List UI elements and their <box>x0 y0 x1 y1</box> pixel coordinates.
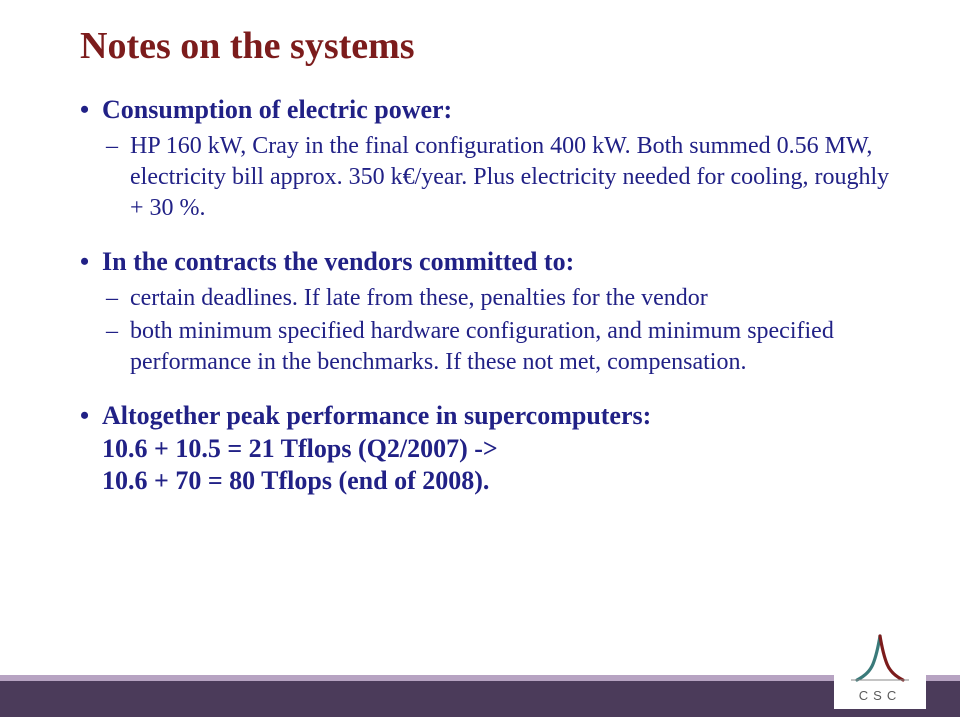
bullet-item: Consumption of electric power: HP 160 kW… <box>80 94 900 224</box>
logo-text: CSC <box>859 688 901 703</box>
sub-text: both minimum specified hardware configur… <box>130 318 834 375</box>
sub-text: HP 160 kW, Cray in the final configurati… <box>130 133 889 221</box>
logo-mark-icon <box>845 634 915 686</box>
bullet-list: Consumption of electric power: HP 160 kW… <box>80 94 900 498</box>
bullet-text: In the contracts the vendors committed t… <box>102 247 574 276</box>
bullet-item: Altogether peak performance in supercomp… <box>80 400 900 498</box>
footer-stripe-dark <box>0 681 960 717</box>
bullet-text: 10.6 + 10.5 = 21 Tflops (Q2/2007) -> <box>102 434 498 463</box>
bullet-text: Consumption of electric power: <box>102 95 452 124</box>
bullet-item: In the contracts the vendors committed t… <box>80 246 900 378</box>
sub-list: HP 160 kW, Cray in the final configurati… <box>102 131 900 225</box>
footer: CSC <box>0 675 960 717</box>
sub-text: certain deadlines. If late from these, p… <box>130 285 708 311</box>
sub-item: certain deadlines. If late from these, p… <box>102 283 900 314</box>
sub-item: both minimum specified hardware configur… <box>102 316 900 378</box>
sub-list: certain deadlines. If late from these, p… <box>102 283 900 379</box>
sub-item: HP 160 kW, Cray in the final configurati… <box>102 131 900 225</box>
bullet-text: 10.6 + 70 = 80 Tflops (end of 2008). <box>102 466 489 495</box>
csc-logo: CSC <box>834 627 926 709</box>
slide-title: Notes on the systems <box>80 24 900 68</box>
slide: Notes on the systems Consumption of elec… <box>0 0 960 717</box>
bullet-text: Altogether peak performance in supercomp… <box>102 401 651 430</box>
